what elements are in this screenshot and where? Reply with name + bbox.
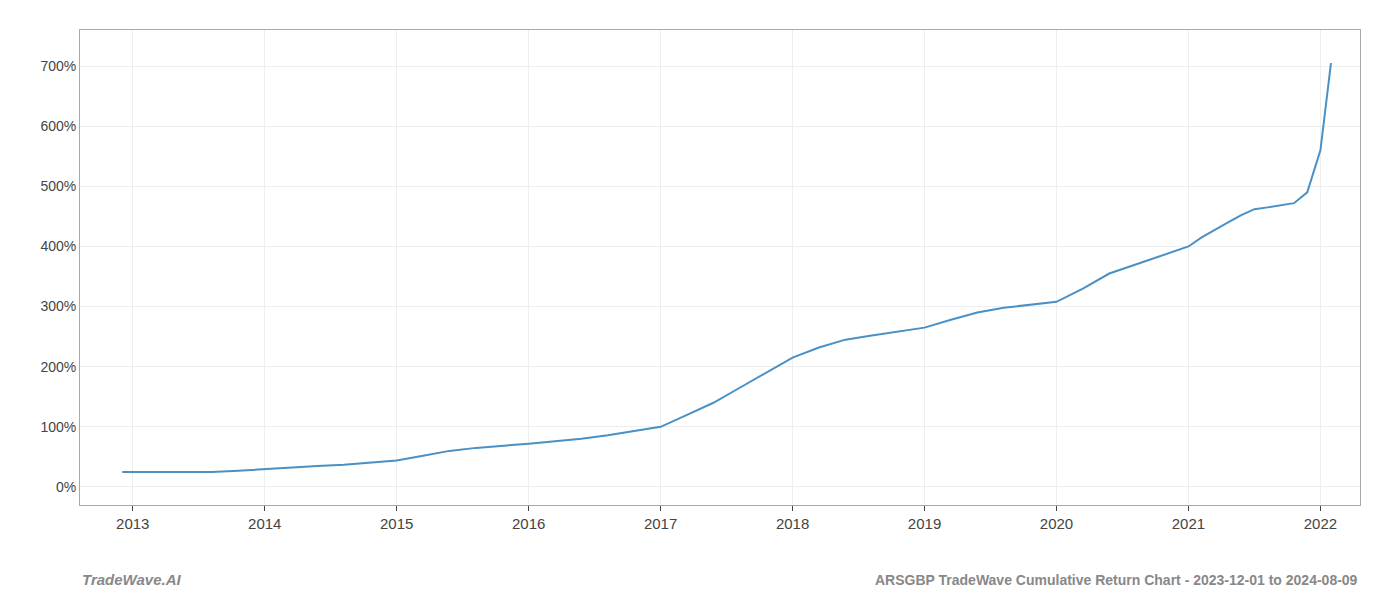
svg-text:300%: 300% (40, 298, 76, 314)
svg-text:2022: 2022 (1304, 515, 1337, 532)
svg-text:600%: 600% (40, 118, 76, 134)
svg-text:ARSGBP TradeWave Cumulative Re: ARSGBP TradeWave Cumulative Return Chart… (875, 572, 1358, 588)
svg-text:2020: 2020 (1040, 515, 1073, 532)
svg-text:0%: 0% (56, 479, 76, 495)
svg-text:2014: 2014 (248, 515, 281, 532)
svg-text:TradeWave.AI: TradeWave.AI (82, 571, 181, 588)
svg-text:500%: 500% (40, 178, 76, 194)
svg-text:2021: 2021 (1172, 515, 1205, 532)
svg-text:2019: 2019 (908, 515, 941, 532)
svg-text:100%: 100% (40, 419, 76, 435)
svg-text:2013: 2013 (116, 515, 149, 532)
svg-text:200%: 200% (40, 359, 76, 375)
svg-text:2015: 2015 (380, 515, 413, 532)
svg-text:2017: 2017 (644, 515, 677, 532)
svg-text:400%: 400% (40, 238, 76, 254)
svg-text:2018: 2018 (776, 515, 809, 532)
svg-text:2016: 2016 (512, 515, 545, 532)
svg-text:700%: 700% (40, 58, 76, 74)
